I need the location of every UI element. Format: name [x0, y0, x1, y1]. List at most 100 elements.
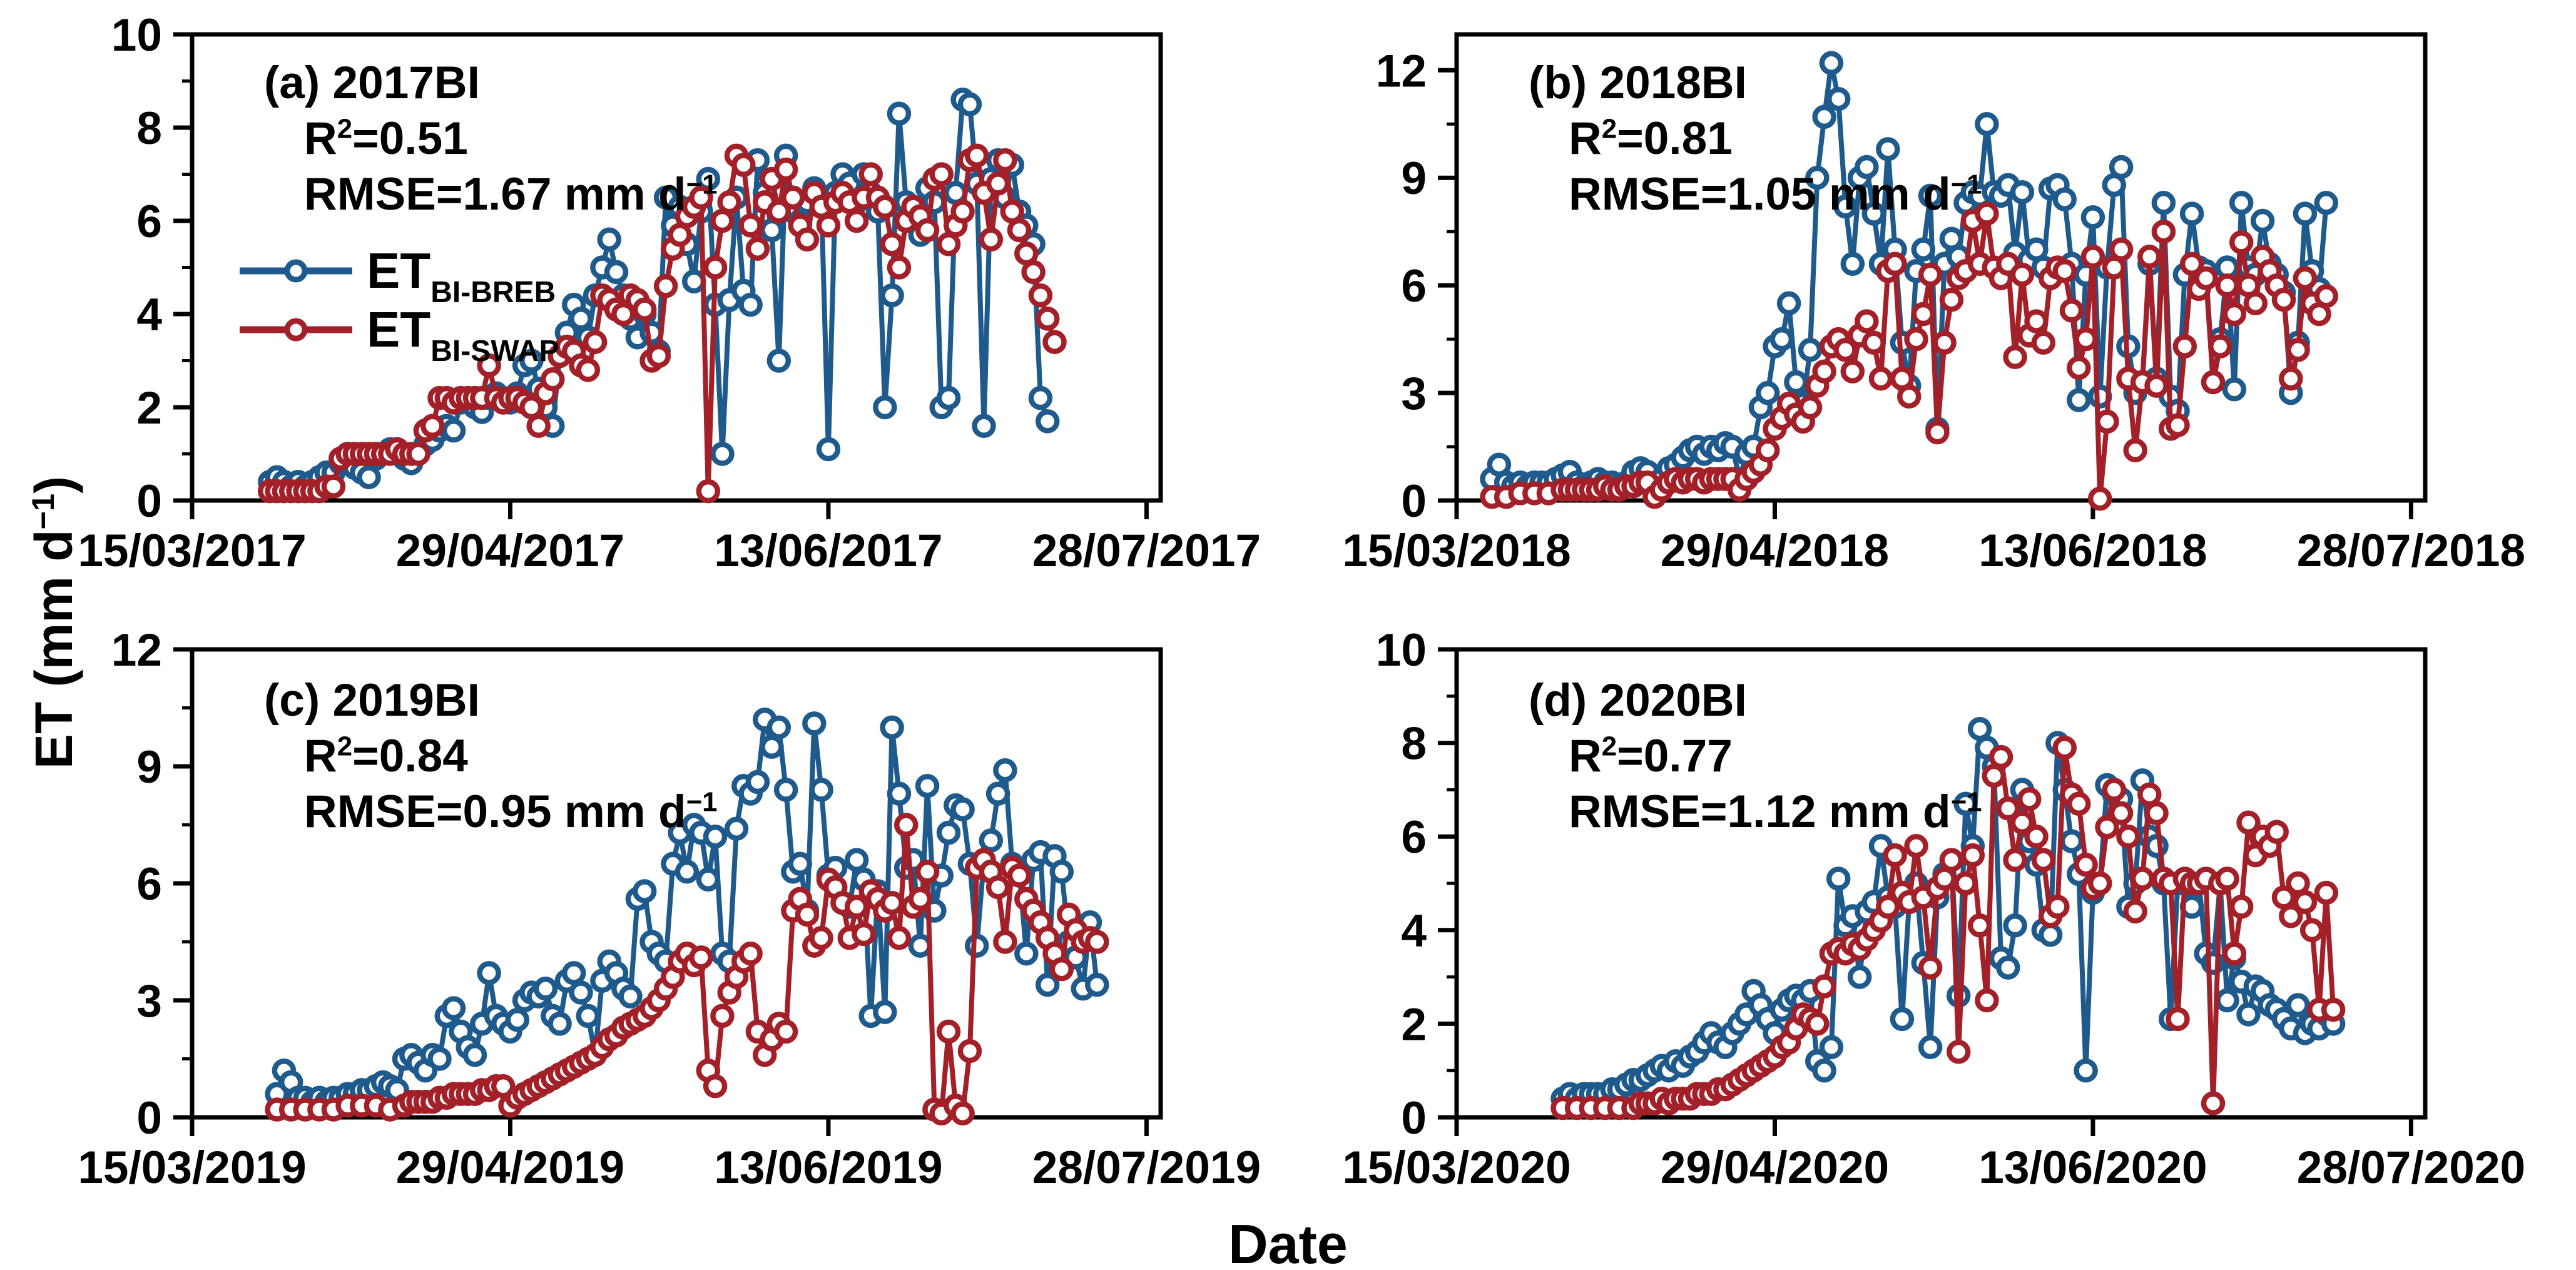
data-point-marker	[618, 984, 643, 1009]
data-point-marker	[653, 274, 678, 298]
y-tick-label: 10	[1376, 625, 1427, 676]
data-point-marker	[2166, 1007, 2190, 1032]
data-point-marker	[972, 414, 996, 439]
data-point-marker	[2314, 191, 2339, 215]
data-point-marker	[2038, 923, 2063, 947]
data-point-marker	[2003, 848, 2027, 872]
data-point-marker	[2137, 245, 2162, 269]
data-point-marker	[1085, 930, 1109, 954]
data-point-marker	[2017, 787, 2042, 811]
data-point-marker	[844, 895, 869, 919]
data-point-marker	[1021, 260, 1046, 285]
legend-item-breb: ETBI-BREB	[237, 241, 559, 309]
x-tick-label: 28/07/2019	[1032, 1142, 1261, 1193]
panel-d: 0 2 4 6 8 10 15/03/2020 29/04/2020 13/06/2020 28/…	[1342, 625, 2525, 1193]
data-point-marker	[993, 148, 1017, 173]
data-point-marker	[2067, 388, 2091, 412]
data-point-marker	[1967, 913, 1992, 938]
data-point-marker	[1932, 330, 1957, 355]
data-point-marker	[646, 343, 671, 368]
x-tick-label: 29/04/2020	[1661, 1142, 1889, 1193]
data-point-marker	[852, 922, 876, 947]
data-point-marker	[2130, 866, 2155, 891]
data-point-marker	[2052, 735, 2077, 760]
data-point-marker	[773, 157, 798, 182]
data-point-marker	[2109, 801, 2134, 826]
data-point-marker	[2059, 298, 2084, 323]
data-point-marker	[1755, 438, 1780, 463]
data-point-marker	[915, 218, 940, 243]
y-axis-label: ET (mm d−1)	[24, 475, 83, 770]
data-point-marker	[2321, 997, 2346, 1022]
data-point-marker	[1819, 1035, 1844, 1060]
data-point-marker	[936, 820, 961, 845]
x-tick-label: 28/07/2017	[1032, 526, 1261, 576]
x-tick-label: 29/04/2018	[1661, 526, 1889, 576]
y-tick-label: 9	[136, 742, 162, 793]
data-point-marker	[1911, 237, 1936, 262]
data-point-marker	[710, 1003, 735, 1029]
data-point-marker	[880, 232, 904, 257]
data-point-marker	[689, 945, 713, 970]
data-point-marker	[441, 419, 466, 443]
data-point-marker	[936, 232, 961, 257]
panel-b-tag: (b) 2018BI	[1529, 58, 1747, 108]
data-point-marker	[427, 1047, 452, 1071]
data-point-marker	[1035, 409, 1060, 434]
data-point-marker	[873, 395, 897, 420]
data-point-marker	[1776, 291, 1801, 316]
data-point-marker	[2074, 852, 2098, 877]
data-point-marker	[1939, 848, 1964, 872]
y-tick-label: 4	[136, 290, 162, 340]
y-tick-label: 2	[1401, 999, 1427, 1050]
data-point-marker	[2151, 219, 2176, 244]
data-point-marker	[2109, 155, 2134, 180]
data-point-marker	[745, 236, 770, 261]
data-point-marker	[576, 358, 601, 382]
data-point-marker	[1826, 86, 1851, 111]
data-point-marker	[858, 162, 883, 186]
data-point-marker	[675, 860, 700, 884]
data-point-marker	[2314, 880, 2339, 905]
data-point-marker	[2151, 191, 2176, 215]
panel-b-rmse: RMSE=1.05 mm d−1	[1569, 169, 1982, 220]
data-point-marker	[760, 734, 784, 759]
data-point-marker	[2201, 370, 2226, 395]
x-tick-label: 13/06/2019	[714, 1142, 942, 1193]
data-point-marker	[1769, 327, 1795, 352]
y-tick-label: 0	[136, 476, 162, 527]
legend-label-breb: ETBI-BREB	[367, 243, 556, 309]
data-point-marker	[1861, 330, 1886, 355]
data-point-marker	[1982, 763, 2006, 788]
data-point-marker	[950, 797, 975, 821]
panel-a: 0 2 4 6 8 10 15/03/2017 29/04/2017 13/06/2017 28/…	[78, 10, 1261, 576]
data-point-marker	[2208, 334, 2232, 358]
data-point-marker	[2286, 993, 2310, 1017]
data-point-marker	[795, 227, 820, 252]
data-point-marker	[809, 926, 833, 950]
data-point-marker	[964, 933, 989, 958]
x-tick-label: 15/03/2019	[78, 1142, 306, 1193]
data-point-marker	[2144, 801, 2169, 826]
y-tick-label: 3	[136, 976, 162, 1027]
data-point-marker	[724, 816, 749, 841]
data-point-marker	[2179, 201, 2204, 226]
x-tick-label: 15/03/2017	[78, 526, 306, 576]
data-point-marker	[2003, 345, 2027, 370]
data-point-marker	[1847, 965, 1872, 989]
data-point-marker	[2123, 438, 2147, 463]
x-axis-label: Date	[1228, 1213, 1348, 1270]
data-point-marker	[2229, 895, 2254, 919]
data-point-marker	[1868, 366, 1893, 391]
data-point-marker	[985, 171, 1011, 196]
data-point-marker	[2052, 258, 2077, 283]
data-point-marker	[908, 886, 933, 912]
data-point-marker	[2067, 791, 2091, 816]
panel-d-tag: (d) 2020BI	[1529, 675, 1747, 726]
data-point-marker	[936, 1019, 961, 1044]
data-point-marker	[795, 902, 820, 927]
y-tick-label: 8	[136, 103, 162, 154]
y-tick-label: 4	[1401, 906, 1427, 957]
data-point-marker	[1840, 359, 1865, 384]
